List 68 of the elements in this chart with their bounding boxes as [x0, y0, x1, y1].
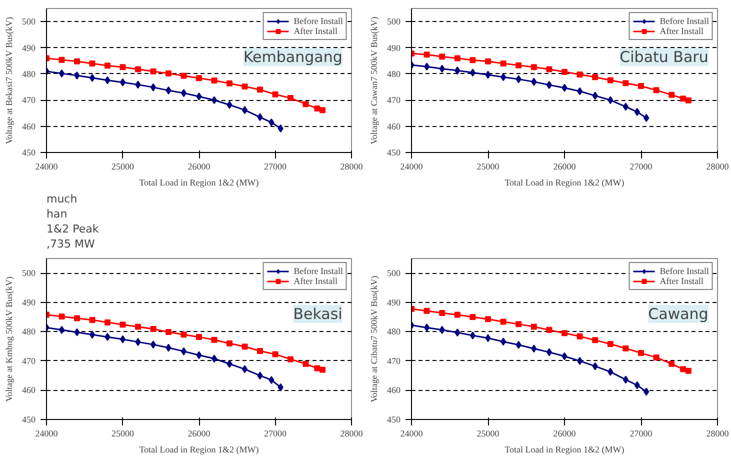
y-tick-label: 460: [22, 121, 36, 132]
y-tick-label: 480: [387, 68, 401, 79]
annotation: Cawang: [648, 304, 708, 323]
x-tick-label: 25000: [476, 162, 500, 172]
y-tick-label: 500: [22, 16, 36, 27]
y-tick-label: 470: [22, 95, 36, 106]
y-axis-title: Voltage at Kmbng 500kV Bus(kV): [4, 276, 14, 402]
x-tick-label: 28000: [340, 428, 364, 438]
legend-label: Before Install: [294, 266, 343, 276]
legend-label: Before Install: [660, 266, 709, 276]
x-axis-title: Total Load in Region 1&2 (MW): [504, 178, 624, 188]
annotation: Cibatu Baru: [620, 48, 708, 66]
x-tick-label: 27000: [630, 428, 653, 438]
x-tick-label: 25000: [112, 428, 134, 438]
y-tick-label: 500: [387, 16, 401, 27]
x-axis-title: Total Load in Region 1&2 (MW): [139, 444, 259, 454]
y-tick-label: 500: [387, 268, 401, 278]
legend-label: Before Install: [660, 16, 709, 26]
y-axis-title: Voltage at Bekasi7 500kV Bus(kV): [4, 17, 14, 144]
y-tick-label: 480: [387, 326, 401, 337]
x-tick-label: 25000: [112, 162, 134, 172]
y-tick-label: 450: [22, 414, 36, 424]
x-tick-label: 26000: [188, 162, 211, 172]
legend-label: After Install: [294, 276, 338, 286]
x-tick-label: 26000: [553, 428, 576, 438]
x-tick-label: 28000: [706, 428, 730, 438]
x-tick-label: 24000: [400, 428, 424, 438]
y-tick-label: 490: [387, 297, 401, 308]
y-axis-title: Voltage at Cawan7 500kV Bus(kV): [369, 16, 379, 144]
x-tick-label: 28000: [340, 162, 364, 172]
y-tick-label: 470: [22, 356, 36, 366]
annotation: Bekasi: [293, 304, 342, 323]
y-tick-label: 450: [22, 148, 36, 158]
x-tick-label: 27000: [264, 162, 287, 172]
text: much: [46, 192, 78, 206]
annotation: Kembangang: [243, 48, 342, 66]
x-tick-label: 24000: [35, 428, 58, 438]
legend-label: After Install: [660, 276, 704, 286]
y-tick-label: 490: [22, 297, 36, 308]
legend-label: Before Install: [294, 16, 343, 26]
x-tick-label: 24000: [400, 162, 424, 172]
y-tick-label: 460: [387, 121, 401, 132]
y-tick-label: 450: [387, 414, 401, 424]
y-tick-label: 480: [22, 68, 36, 79]
y-tick-label: 460: [22, 385, 36, 396]
y-tick-label: 460: [387, 385, 401, 396]
x-tick-label: 25000: [476, 428, 500, 438]
x-tick-label: 28000: [706, 162, 730, 172]
y-tick-label: 450: [387, 148, 401, 158]
y-tick-label: 470: [387, 95, 401, 106]
y-tick-label: 490: [22, 42, 36, 53]
x-tick-label: 26000: [553, 162, 576, 172]
legend-label: After Install: [660, 26, 704, 36]
y-axis-title: Voltage at Cibatu7 500kV Bus(kV): [369, 276, 379, 402]
y-tick-label: 490: [387, 42, 401, 53]
x-axis-title: Total Load in Region 1&2 (MW): [139, 178, 259, 188]
text: 1&2 Peak: [46, 222, 100, 236]
x-tick-label: 27000: [630, 162, 653, 172]
y-tick-label: 500: [22, 268, 36, 278]
y-tick-label: 470: [387, 356, 401, 366]
text: ,735 MW: [46, 238, 95, 250]
x-tick-label: 24000: [35, 162, 58, 172]
x-axis-title: Total Load in Region 1&2 (MW): [504, 444, 624, 454]
y-tick-label: 480: [22, 326, 36, 337]
x-tick-label: 26000: [188, 428, 211, 438]
text: han: [46, 208, 68, 220]
x-tick-label: 27000: [264, 428, 287, 438]
legend-label: After Install: [294, 26, 338, 36]
